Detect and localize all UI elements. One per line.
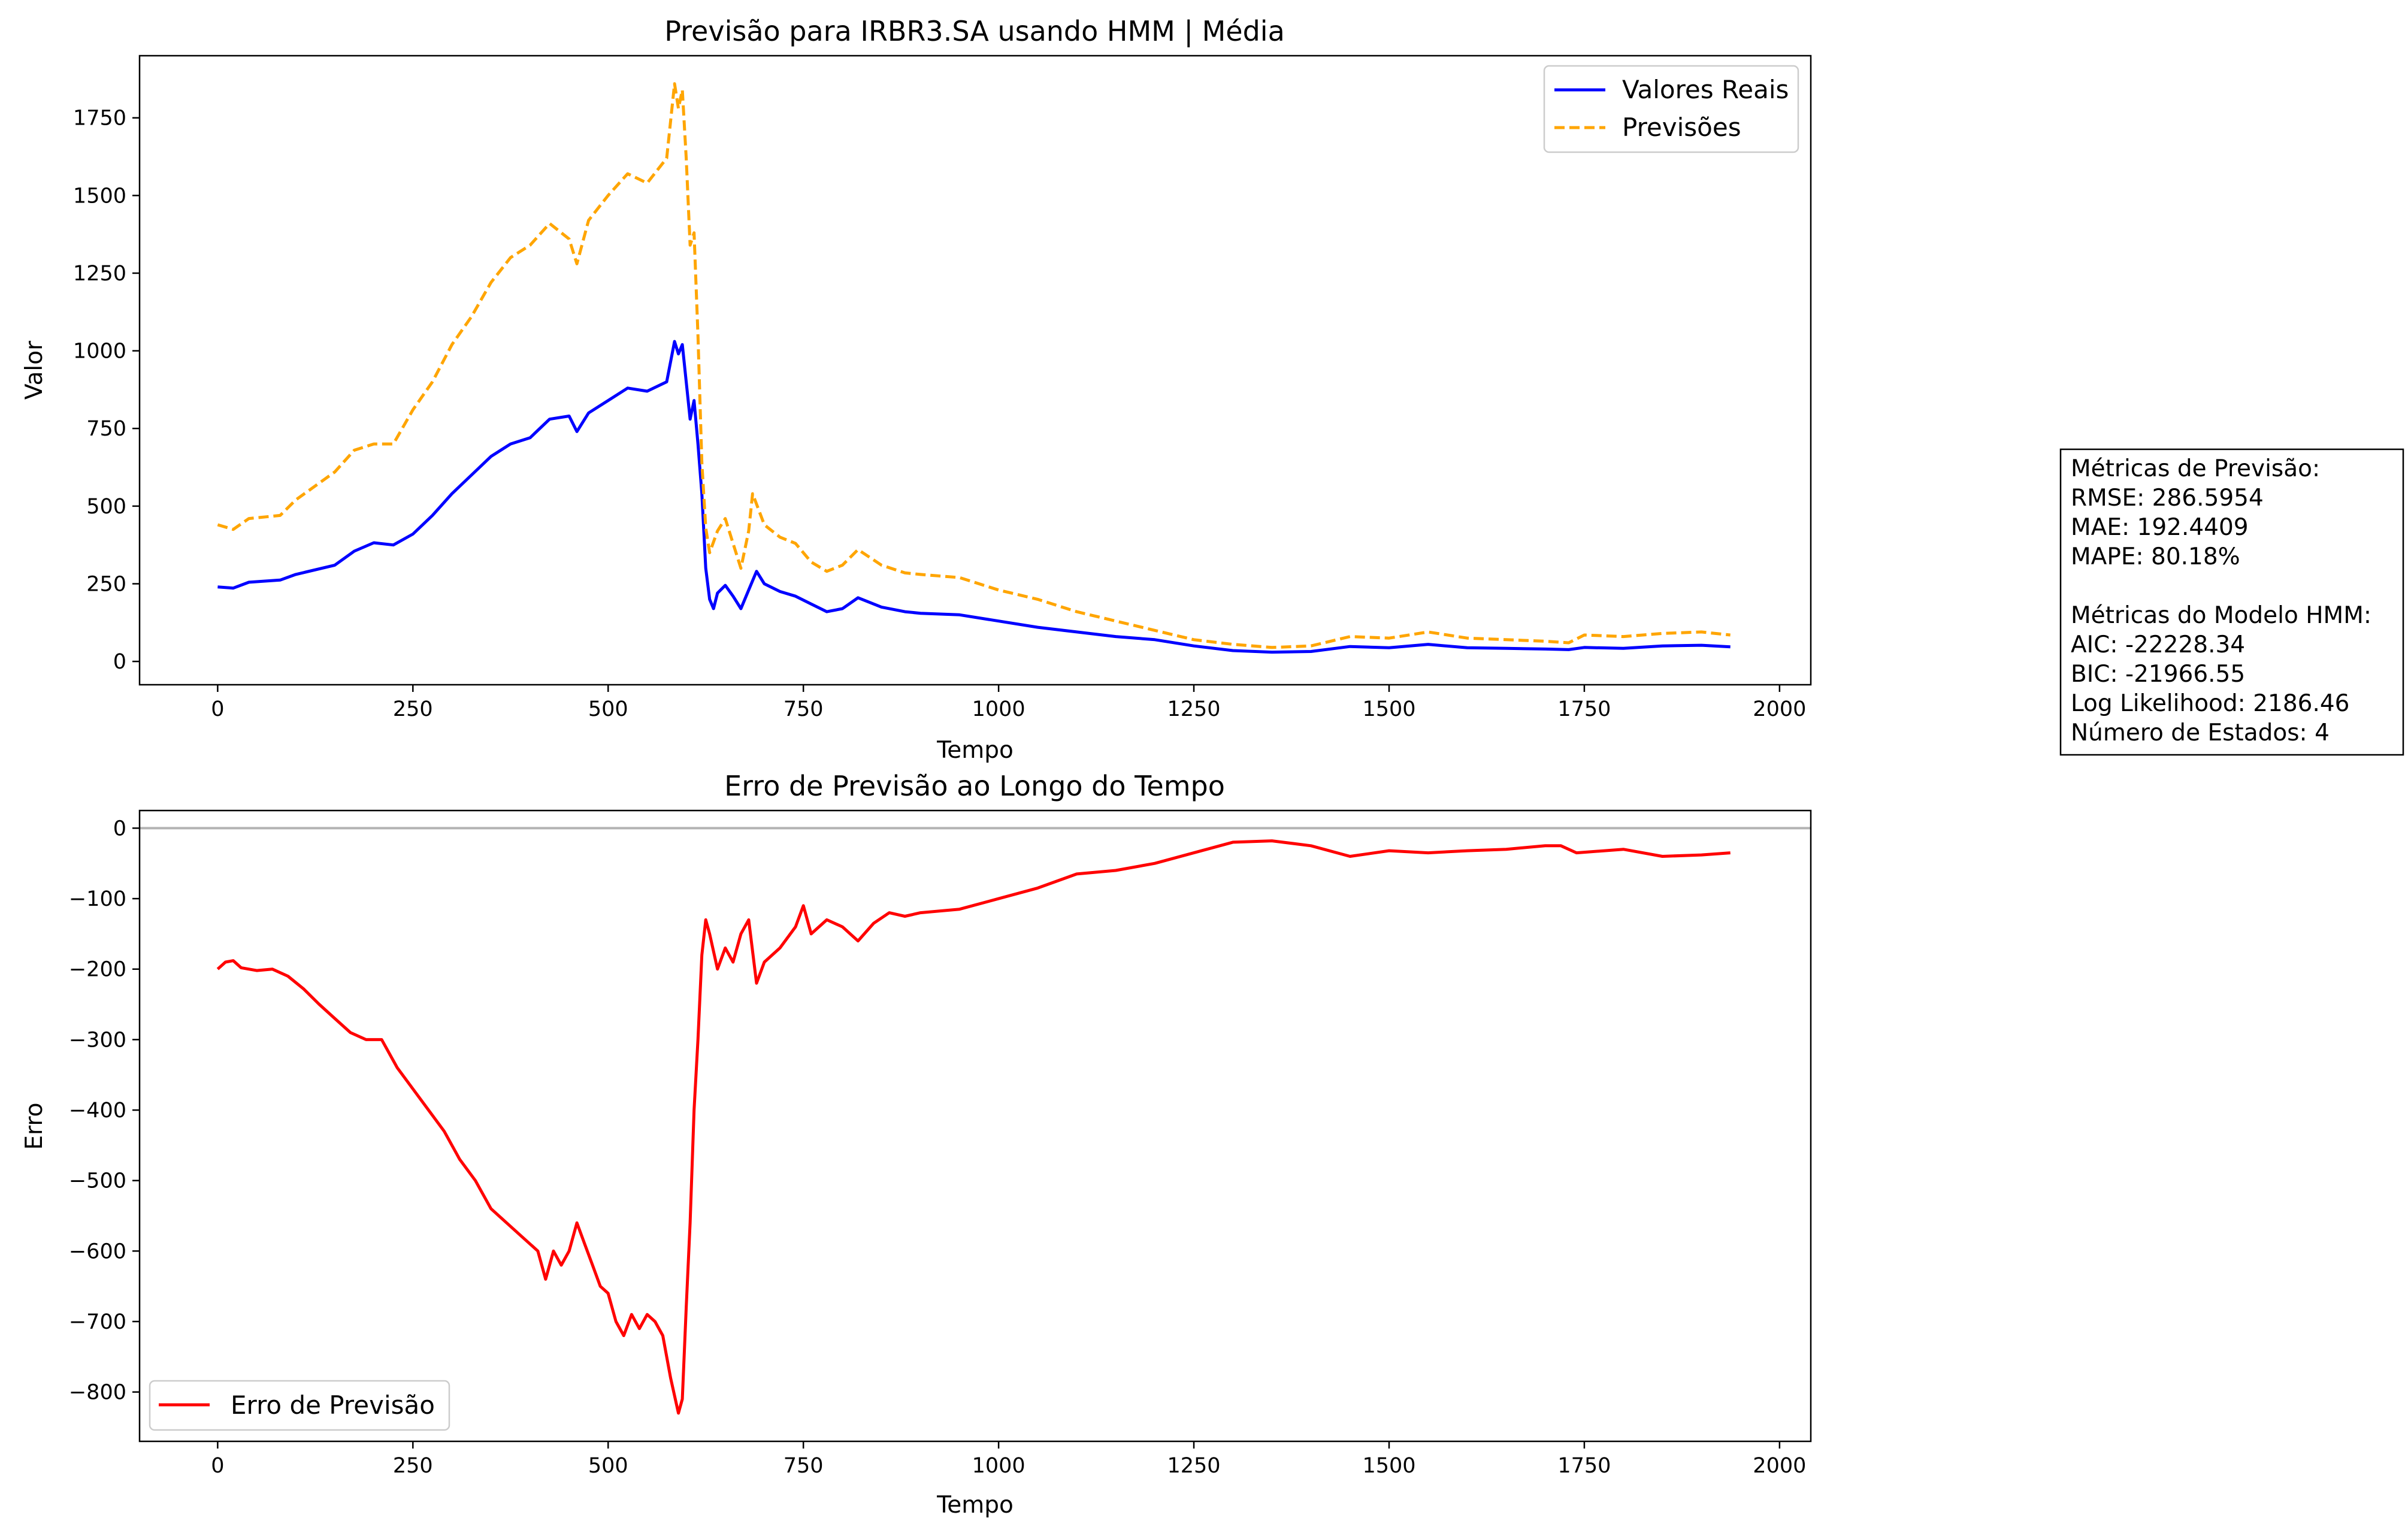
error-chart-title: Erro de Previsão ao Longo do Tempo <box>724 770 1225 802</box>
error-ytick-label: −800 <box>69 1381 126 1405</box>
metrics-line: Métricas de Previsão: <box>2071 455 2320 482</box>
error-legend-box <box>149 1380 450 1431</box>
forecast-plot-frame <box>138 55 1812 686</box>
metrics-line: MAPE: 80.18% <box>2071 543 2240 570</box>
error-xtick-label: 750 <box>783 1454 824 1478</box>
forecast-ytick-label: 1000 <box>73 340 126 364</box>
metrics-box: Métricas de Previsão: RMSE: 286.5954MAE: … <box>2059 448 2404 756</box>
metrics-box-frame <box>2059 448 2404 756</box>
metrics-line: AIC: -22228.34 <box>2071 631 2245 658</box>
metrics-line: RMSE: 286.5954 <box>2071 485 2264 512</box>
forecast-xtick-label: 1500 <box>1362 697 1415 721</box>
error-xtick-label: 1000 <box>972 1454 1025 1478</box>
forecast-ytick-label: 750 <box>86 417 126 441</box>
series-line-valores-reais <box>217 340 1731 654</box>
metrics-text-lines: Métricas de Previsão: RMSE: 286.5954MAE: … <box>2071 455 2371 746</box>
metrics-line: Número de Estados: 4 <box>2071 719 2330 746</box>
series-line-erro-de-previsao <box>216 839 1731 1415</box>
error-xtick-label: 500 <box>588 1454 628 1478</box>
error-xtick-label: 2000 <box>1753 1454 1806 1478</box>
legend-label-previsoes: Previsões <box>1622 113 1741 142</box>
forecast-xtick-label: 1750 <box>1557 697 1611 721</box>
forecast-ytick-label: 250 <box>86 572 126 596</box>
error-lines <box>216 839 1731 1415</box>
legend-label-valores-reais: Valores Reais <box>1622 75 1789 104</box>
error-xtick-label: 1250 <box>1167 1454 1221 1478</box>
forecast-yticks: 0 250 500 750 1000 1250 1500 1750 <box>73 107 140 674</box>
error-xticks: 0 250 500 750 1000 1250 1500 1750 2000 <box>211 1441 1806 1478</box>
forecast-ytick-label: 1750 <box>73 107 126 131</box>
error-xtick-label: 1750 <box>1557 1454 1611 1478</box>
error-xtick-label: 250 <box>393 1454 433 1478</box>
error-ytick-label: −600 <box>69 1239 126 1263</box>
forecast-lines <box>217 82 1731 654</box>
metrics-line: Log Likelihood: 2186.46 <box>2071 690 2350 717</box>
forecast-xtick-label: 1000 <box>972 697 1025 721</box>
metrics-line: Métricas do Modelo HMM: <box>2071 602 2371 629</box>
forecast-xtick-label: 250 <box>393 697 433 721</box>
error-ytick-label: −500 <box>69 1169 126 1193</box>
forecast-legend: Valores Reais Previsões <box>1543 65 1799 153</box>
error-yticks: 0 −100 −200 −300 −400 −500 −600 −700 −800 <box>69 817 140 1405</box>
error-ytick-label: −200 <box>69 958 126 982</box>
forecast-x-axis-label: Tempo <box>936 737 1014 764</box>
error-chart: Erro de Previsão ao Longo do Tempo 0 250 5… <box>21 770 1812 1519</box>
error-ytick-label: −100 <box>69 887 126 911</box>
forecast-xtick-label: 750 <box>783 697 824 721</box>
forecast-chart: Previsão para IRBR3.SA usando HMM | Médi… <box>21 15 1812 764</box>
forecast-y-axis-label: Valor <box>21 340 48 400</box>
forecast-ytick-label: 1500 <box>73 184 126 208</box>
metrics-line: BIC: -21966.55 <box>2071 661 2245 688</box>
error-ytick-label: −700 <box>69 1310 126 1334</box>
forecast-xtick-label: 500 <box>588 697 628 721</box>
forecast-xtick-label: 1250 <box>1167 697 1221 721</box>
forecast-ytick-label: 500 <box>86 495 126 519</box>
error-plot-frame <box>138 809 1812 1443</box>
error-xtick-label: 0 <box>211 1454 224 1478</box>
error-xtick-label: 1500 <box>1362 1454 1415 1478</box>
error-ytick-label: −300 <box>69 1028 126 1052</box>
forecast-ytick-label: 1250 <box>73 262 126 286</box>
error-legend: Erro de Previsão <box>149 1380 450 1431</box>
error-ytick-label: −400 <box>69 1099 126 1123</box>
forecast-xticks: 0 250 500 750 1000 1250 1500 1750 2000 <box>211 685 1806 721</box>
legend-label-erro: Erro de Previsão <box>231 1390 435 1420</box>
forecast-xtick-label: 0 <box>211 697 224 721</box>
forecast-xtick-label: 2000 <box>1753 697 1806 721</box>
series-line-previsoes <box>217 82 1731 649</box>
forecast-legend-box <box>1543 65 1799 153</box>
error-x-axis-label: Tempo <box>936 1492 1014 1519</box>
error-y-axis-label: Erro <box>21 1102 48 1150</box>
metrics-line: MAE: 192.4409 <box>2071 514 2249 541</box>
error-ytick-label: 0 <box>113 817 126 840</box>
forecast-chart-title: Previsão para IRBR3.SA usando HMM | Médi… <box>664 15 1285 48</box>
forecast-ytick-label: 0 <box>113 650 126 674</box>
